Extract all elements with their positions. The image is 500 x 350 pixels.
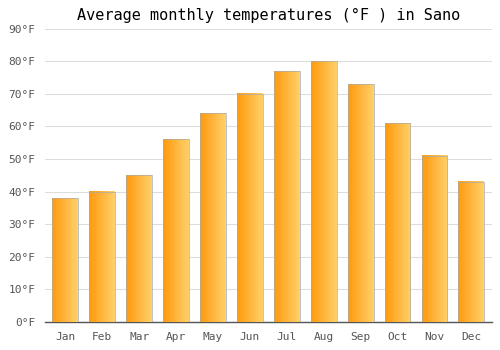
Bar <box>348 84 374 322</box>
Bar <box>458 182 484 322</box>
Bar <box>237 94 263 322</box>
Bar <box>200 113 226 322</box>
Bar <box>384 123 410 322</box>
Bar <box>52 198 78 322</box>
Bar <box>274 71 299 322</box>
Bar <box>311 61 336 322</box>
Title: Average monthly temperatures (°F ) in Sano: Average monthly temperatures (°F ) in Sa… <box>76 8 460 23</box>
Bar <box>422 156 448 322</box>
Bar <box>163 139 189 322</box>
Bar <box>126 175 152 322</box>
Bar <box>90 191 115 322</box>
